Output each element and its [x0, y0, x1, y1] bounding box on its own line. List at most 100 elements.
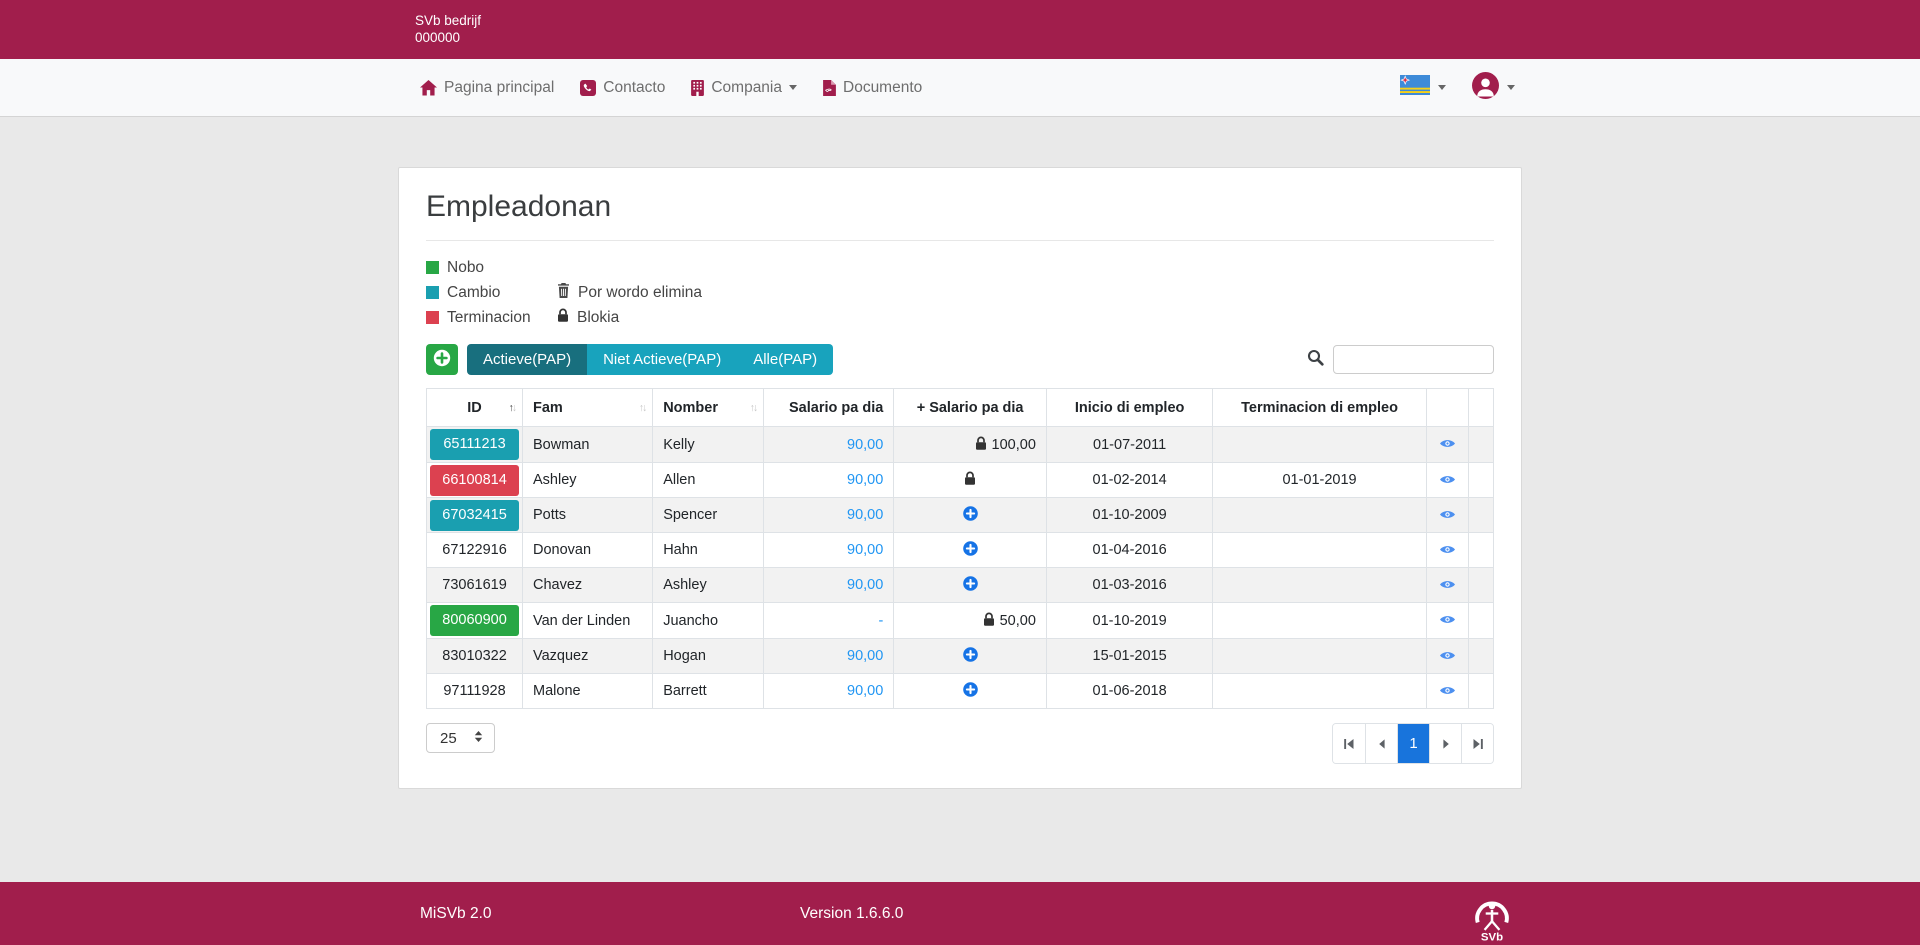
add-employee-button[interactable]: [426, 344, 458, 375]
last-page-button[interactable]: [1461, 724, 1493, 763]
legend-color-cambio: [426, 286, 439, 299]
actions-cell: [1425, 497, 1470, 533]
next-page-button[interactable]: [1429, 724, 1461, 763]
employees-table: ID ↑↓ Fam ↑↓ Nomber ↑↓ Salario pa dia + Sal…: [425, 388, 1494, 709]
plus-circle-icon: [433, 349, 451, 370]
language-selector[interactable]: [1400, 75, 1446, 100]
trash-icon: [557, 282, 570, 303]
view-employee-button[interactable]: [1437, 675, 1459, 708]
employee-id-cell: 65111213: [425, 426, 524, 463]
inicio-cell: 15-01-2015: [1045, 638, 1214, 674]
salario-cell: 90,00: [763, 426, 895, 463]
view-employee-button[interactable]: [1437, 604, 1459, 638]
search-input[interactable]: [1333, 345, 1494, 374]
view-employee-button[interactable]: [1437, 499, 1459, 532]
column-header-fam[interactable]: Fam ↑↓: [522, 388, 654, 427]
salario-link[interactable]: 90,00: [847, 577, 884, 593]
salario-cell: 90,00: [763, 532, 895, 568]
spacer-cell: [1468, 602, 1494, 639]
lock-icon: [975, 436, 987, 454]
chevron-down-icon: [789, 85, 797, 90]
search-icon: [1307, 349, 1324, 371]
nav-item-documento[interactable]: Documento: [823, 79, 922, 97]
page-title: Empleadonan: [426, 190, 612, 223]
home-icon: [420, 79, 437, 96]
phone-icon: [580, 79, 597, 96]
nomber-cell: Kelly: [652, 426, 765, 463]
nomber-cell: Ashley: [652, 567, 765, 603]
footer-version: Version 1.6.6.0: [800, 904, 904, 922]
add-salario-button[interactable]: [904, 534, 1036, 567]
nav-item-pagina-principal[interactable]: Pagina principal: [420, 79, 554, 97]
salario-link[interactable]: -: [878, 612, 884, 629]
svb-logo-text: SVb: [1481, 931, 1503, 942]
previous-page-button[interactable]: [1365, 724, 1397, 763]
main-navbar: Pagina principal Contacto Compania Doc: [0, 59, 1920, 117]
employee-id-cell: 80060900: [425, 602, 524, 639]
extra-salario-value: 100,00: [991, 436, 1036, 453]
eye-icon: [1439, 508, 1456, 523]
view-employee-button[interactable]: [1437, 534, 1459, 567]
column-header-inicio: Inicio di empleo: [1045, 388, 1214, 427]
plus-circle-icon: [962, 647, 978, 665]
nav-item-contacto[interactable]: Contacto: [580, 79, 665, 97]
actions-cell: [1425, 532, 1470, 568]
view-employee-button[interactable]: [1437, 569, 1459, 602]
spacer-cell: [1468, 638, 1494, 674]
fam-cell: Ashley: [522, 462, 654, 498]
page-1-button[interactable]: 1: [1397, 724, 1429, 763]
view-employee-button[interactable]: [1437, 428, 1459, 462]
first-page-button[interactable]: [1333, 724, 1365, 763]
legend-label: Por wordo elimina: [578, 283, 703, 301]
extra-salario-cell: [893, 567, 1047, 603]
spacer-cell: [1468, 532, 1494, 568]
footer-app-name: MiSVb 2.0: [420, 904, 492, 922]
sort-icon: ↑↓: [638, 401, 648, 414]
eye-icon: [1439, 437, 1456, 452]
column-header-nomber[interactable]: Nomber ↑↓: [652, 388, 765, 427]
add-salario-button[interactable]: [904, 675, 1036, 708]
table-row: 67032415 Potts Spencer 90,00 01-10-2009: [425, 497, 1494, 533]
tab-niet-actieve-pap[interactable]: Niet Actieve(PAP): [587, 344, 738, 375]
divider: [426, 240, 1494, 241]
nav-item-compania[interactable]: Compania: [691, 79, 797, 97]
view-employee-button[interactable]: [1437, 640, 1459, 673]
table-row: 65111213 Bowman Kelly 90,00 100,00 01-07-2011: [425, 426, 1494, 463]
add-salario-button[interactable]: [904, 640, 1036, 673]
salario-link[interactable]: 90,00: [847, 683, 884, 699]
view-employee-button[interactable]: [1437, 464, 1459, 497]
nomber-cell: Hogan: [652, 638, 765, 674]
page-size-select[interactable]: 25: [426, 723, 495, 753]
spacer-cell: [1468, 673, 1494, 709]
fam-cell: Van der Linden: [522, 602, 654, 639]
salario-cell: -: [763, 602, 895, 639]
inicio-cell: 01-10-2019: [1045, 602, 1214, 639]
employee-id-cell: 97111928: [425, 673, 524, 709]
eye-icon: [1439, 649, 1456, 664]
salario-link[interactable]: 90,00: [847, 648, 884, 664]
salario-link[interactable]: 90,00: [847, 436, 884, 453]
add-salario-button[interactable]: [904, 569, 1036, 602]
user-menu[interactable]: [1472, 71, 1515, 104]
user-icon: [1472, 71, 1499, 104]
fam-cell: Potts: [522, 497, 654, 533]
actions-cell: [1425, 638, 1470, 674]
nomber-cell: Barrett: [652, 673, 765, 709]
select-arrows-icon: [474, 730, 483, 747]
nomber-cell: Juancho: [652, 602, 765, 639]
column-header-spacer: [1468, 388, 1494, 427]
salario-link[interactable]: 90,00: [847, 507, 884, 523]
actions-cell: [1425, 602, 1470, 639]
actions-cell: [1425, 673, 1470, 709]
add-salario-button[interactable]: [904, 499, 1036, 532]
salario-link[interactable]: 90,00: [847, 472, 884, 488]
sort-icon: ↑↓: [749, 401, 759, 414]
chevron-down-icon: [1507, 85, 1515, 90]
tab-alle-pap[interactable]: Alle(PAP): [737, 344, 834, 375]
column-header-id[interactable]: ID ↑↓: [425, 388, 524, 427]
tab-actieve-pap[interactable]: Actieve(PAP): [467, 344, 588, 375]
inicio-cell: 01-06-2018: [1045, 673, 1214, 709]
salario-link[interactable]: 90,00: [847, 542, 884, 558]
salario-cell: 90,00: [763, 497, 895, 533]
salario-cell: 90,00: [763, 567, 895, 603]
